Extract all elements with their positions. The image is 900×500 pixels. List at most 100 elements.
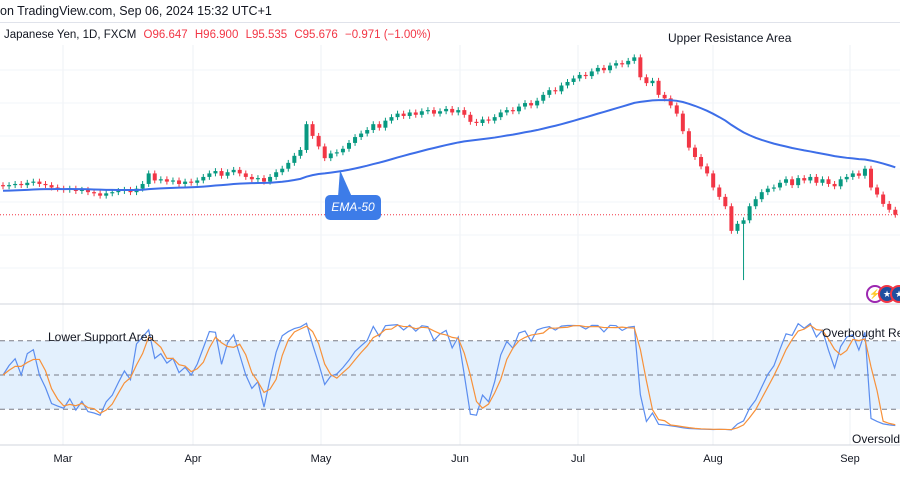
candle (692, 147, 697, 157)
candle (820, 179, 825, 183)
candle (328, 153, 333, 159)
candle (711, 173, 716, 188)
candle (310, 124, 315, 136)
ema-50-callout: EMA-50 (325, 195, 381, 220)
candle (140, 183, 145, 189)
candle (729, 206, 734, 231)
upper-resistance-label: Upper Resistance Area (668, 31, 792, 45)
candle (292, 155, 297, 163)
candle (152, 173, 157, 181)
candle (850, 173, 855, 177)
candle (316, 135, 321, 147)
candle (456, 110, 461, 113)
candle (523, 103, 528, 107)
candle (765, 188, 770, 193)
candle (425, 110, 430, 112)
candle (146, 173, 151, 184)
candle (322, 146, 327, 159)
stoch-d-line (2, 324, 896, 431)
candle (504, 110, 509, 113)
high-value: H96.900 (194, 29, 239, 41)
candle (346, 142, 351, 149)
candle (802, 178, 807, 181)
divider (0, 22, 900, 23)
candle (462, 110, 467, 115)
candle (104, 193, 109, 196)
candle (334, 152, 339, 154)
candle (553, 90, 558, 92)
candle (790, 179, 795, 186)
candle (177, 180, 182, 184)
candle (468, 114, 473, 122)
x-tick: Apr (184, 453, 202, 465)
candle (43, 183, 48, 186)
candle (583, 74, 588, 77)
candle (723, 196, 728, 207)
candle (595, 67, 600, 72)
candle (377, 124, 382, 128)
candle (893, 209, 898, 215)
candle (808, 176, 813, 181)
candle (286, 162, 291, 169)
x-tick: Aug (703, 453, 723, 465)
candle (510, 110, 515, 112)
candle (31, 181, 36, 183)
close-value: C95.676 (294, 29, 338, 41)
candle (498, 112, 503, 118)
candle (674, 105, 679, 114)
candle (832, 183, 837, 187)
candle (771, 187, 776, 189)
candle (571, 78, 576, 82)
candle (231, 169, 236, 173)
candle (274, 172, 279, 177)
candle (79, 189, 84, 191)
low-value: L95.535 (245, 29, 288, 41)
ema-50-line (2, 99, 896, 192)
candle (869, 168, 874, 188)
candle (25, 182, 30, 186)
candle (759, 192, 764, 200)
candle (814, 176, 819, 183)
candle (383, 120, 388, 128)
candle (844, 176, 849, 180)
x-tick: May (310, 453, 332, 465)
candle (686, 131, 691, 148)
candle (225, 172, 230, 176)
candle (207, 173, 212, 177)
candle (875, 187, 880, 195)
overbought-label: Overbought Re (822, 326, 900, 340)
candle (777, 182, 782, 188)
x-tick: Jun (451, 453, 469, 465)
candle (249, 176, 254, 180)
candle (680, 113, 685, 132)
candle (438, 111, 443, 114)
chart-source: on TradingView.com, Sep 06, 2024 15:32 U… (0, 4, 272, 18)
candle (741, 220, 746, 224)
candle (589, 71, 594, 77)
candle (255, 178, 260, 180)
candle (856, 173, 861, 176)
flag-icon[interactable]: ★ (890, 285, 900, 303)
x-tick: Sep (840, 453, 860, 465)
candle (219, 171, 224, 176)
x-tick: Jul (570, 453, 586, 465)
stoch-k-line (2, 322, 896, 431)
candle (796, 178, 801, 186)
candle (535, 100, 540, 106)
candle (486, 119, 491, 121)
candle (407, 112, 412, 116)
candle (444, 108, 449, 112)
symbol-name[interactable]: Japanese Yen, 1D, FXCM (4, 29, 137, 41)
candle (164, 179, 169, 182)
candle (668, 98, 673, 106)
candle (395, 113, 400, 118)
candle (705, 166, 710, 174)
candle (158, 179, 163, 181)
candle (371, 124, 376, 131)
candle (401, 113, 406, 116)
candle (237, 169, 242, 174)
candle (881, 194, 886, 204)
candle (838, 179, 843, 187)
candle (862, 168, 867, 176)
